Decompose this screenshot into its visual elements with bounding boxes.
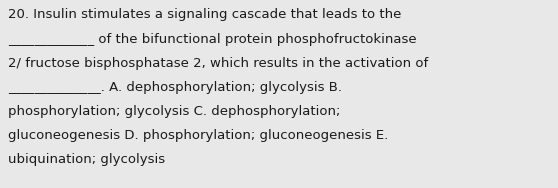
Text: ______________. A. dephosphorylation; glycolysis B.: ______________. A. dephosphorylation; gl… <box>8 81 343 94</box>
Text: phosphorylation; glycolysis C. dephosphorylation;: phosphorylation; glycolysis C. dephospho… <box>8 105 341 118</box>
Text: 20. Insulin stimulates a signaling cascade that leads to the: 20. Insulin stimulates a signaling casca… <box>8 8 402 21</box>
Text: 2/ fructose bisphosphatase 2, which results in the activation of: 2/ fructose bisphosphatase 2, which resu… <box>8 57 429 70</box>
Text: ubiquination; glycolysis: ubiquination; glycolysis <box>8 153 166 166</box>
Text: gluconeogenesis D. phosphorylation; gluconeogenesis E.: gluconeogenesis D. phosphorylation; gluc… <box>8 129 388 142</box>
Text: _____________ of the bifunctional protein phosphofructokinase: _____________ of the bifunctional protei… <box>8 33 417 45</box>
